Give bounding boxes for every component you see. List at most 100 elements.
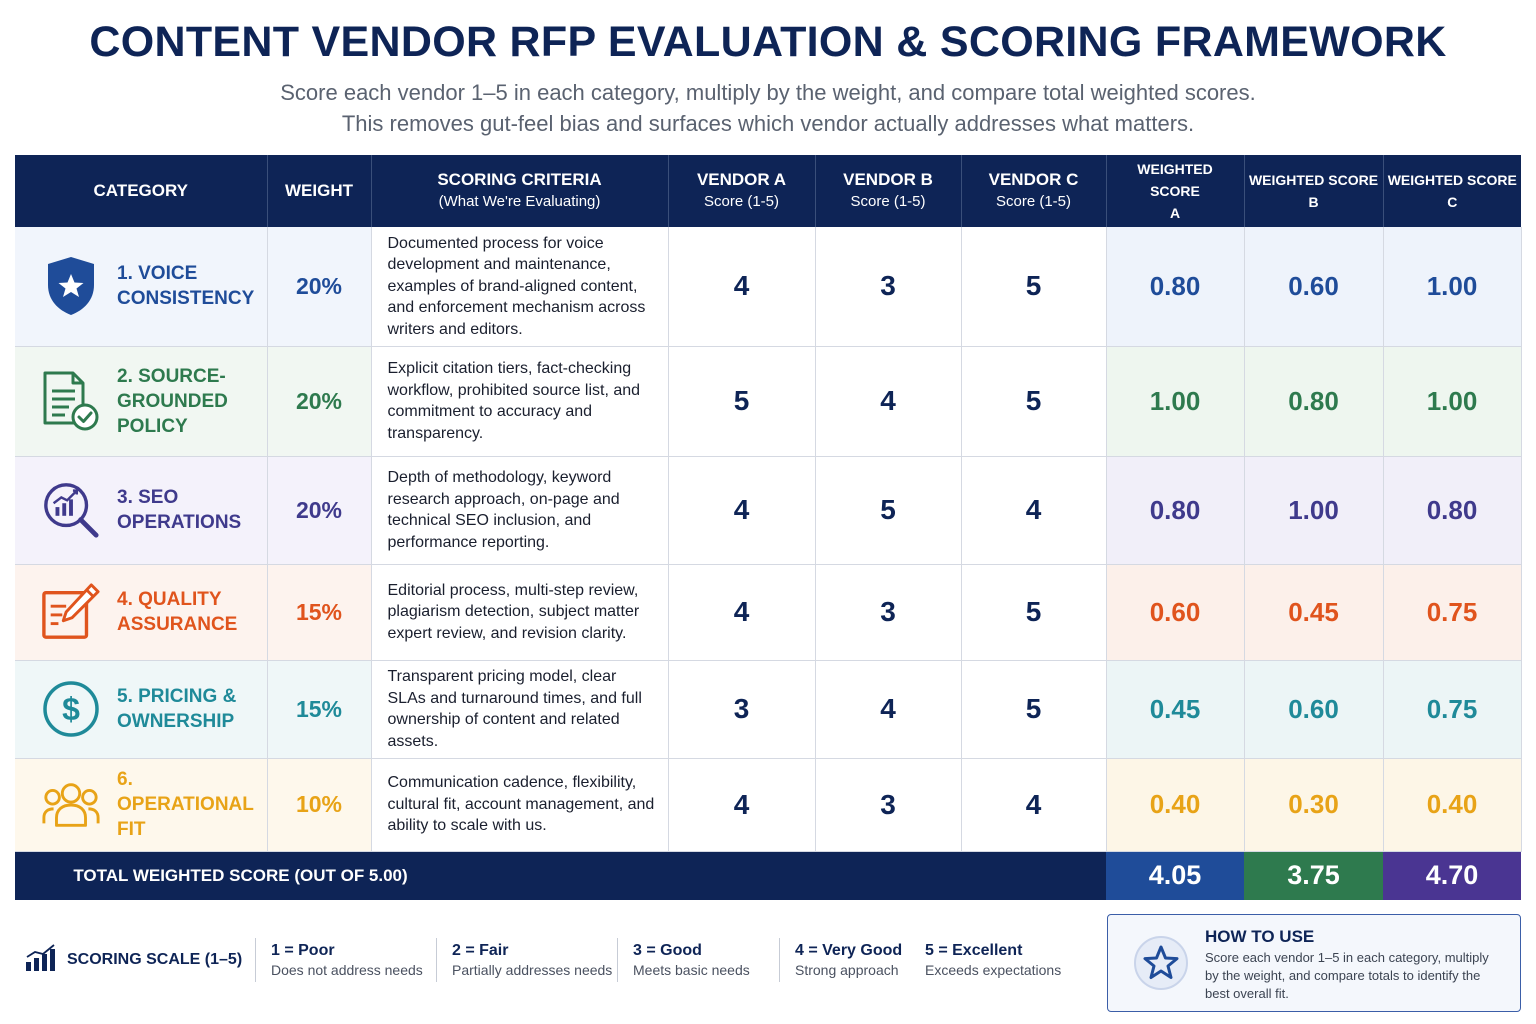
weighted-score-b: 0.60 <box>1244 660 1384 759</box>
vendor-a-score: 3 <box>668 660 816 759</box>
scoring-scale-title: SCORING SCALE (1–5) <box>67 951 243 968</box>
category-name: 6. OPERATIONAL FIT <box>117 769 254 840</box>
category-name: 5. PRICING & OWNERSHIP <box>117 686 237 732</box>
header-weighted-a-letter: A <box>1169 205 1181 221</box>
table-row: 3. SEO OPERATIONS 20% Depth of methodolog… <box>15 456 1522 565</box>
weighted-score-c: 0.75 <box>1383 660 1522 759</box>
header-criteria-sub: (What We're Evaluating) <box>438 193 601 210</box>
header-vendor-a-sub: Score (1-5) <box>703 193 780 210</box>
header-vendor-c-label: VENDOR C <box>988 170 1079 189</box>
how-to-use-box: HOW TO USE Score each vendor 1–5 in each… <box>1107 914 1521 1012</box>
header-vendor-c-sub: Score (1-5) <box>995 193 1072 210</box>
weight-cell: 15% <box>267 564 372 661</box>
weighted-score-c: 0.80 <box>1383 456 1522 565</box>
header-weighted-b: WEIGHTED SCORE B <box>1244 155 1384 227</box>
weighted-score-b: 0.80 <box>1244 346 1384 457</box>
page-title: CONTENT VENDOR RFP EVALUATION & SCORING … <box>89 18 1447 66</box>
vendor-c-score: 4 <box>961 456 1107 565</box>
category-cell: $ 5. PRICING & OWNERSHIP <box>15 660 268 759</box>
svg-text:$: $ <box>62 691 80 727</box>
category-cell: 3. SEO OPERATIONS <box>15 456 268 565</box>
weighted-score-b: 0.60 <box>1244 227 1384 347</box>
how-to-use-title: HOW TO USE <box>1205 927 1315 946</box>
weighted-score-a: 0.40 <box>1106 758 1245 852</box>
category-cell: 2. SOURCE- GROUNDED POLICY <box>15 346 268 457</box>
category-name: 1. VOICE CONSISTENCY <box>117 263 255 310</box>
category-name: 4. QUALITY ASSURANCE <box>117 589 238 635</box>
scoring-scale: SCORING SCALE (1–5) 1 = Poor Does not ad… <box>15 925 1095 995</box>
vendor-c-score: 5 <box>961 564 1107 661</box>
weighted-score-a: 0.80 <box>1106 227 1245 347</box>
scale-level: 2 = Fair Partially addresses needs <box>436 938 617 982</box>
weight-cell: 20% <box>267 346 372 457</box>
vendor-c-score: 4 <box>961 758 1107 852</box>
document-check-icon <box>41 369 101 433</box>
category-cell: 6. OPERATIONAL FIT <box>15 758 268 852</box>
header-weighted-b-label: WEIGHTED SCORE <box>1248 172 1379 188</box>
scoring-table: CATEGORY WEIGHT SCORING CRITERIA (What We… <box>15 155 1522 900</box>
criteria-cell: Editorial process, multi-step review, pl… <box>371 564 669 661</box>
weight-cell: 20% <box>267 227 372 347</box>
category-name: 2. SOURCE- GROUNDED POLICY <box>117 365 228 437</box>
weighted-score-a: 0.80 <box>1106 456 1245 565</box>
weight-cell: 20% <box>267 456 372 565</box>
total-label: TOTAL WEIGHTED SCORE (OUT OF 5.00) <box>15 851 1106 900</box>
criteria-cell: Transparent pricing model, clear SLAs an… <box>371 660 669 759</box>
magnifier-chart-icon <box>41 478 101 542</box>
category-cell: 1. VOICE CONSISTENCY <box>15 227 268 347</box>
header-weighted-a-label: WEIGHTED SCORE <box>1137 161 1213 199</box>
vendor-b-score: 5 <box>815 456 962 565</box>
weight-cell: 15% <box>267 660 372 759</box>
scoring-scale-header: SCORING SCALE (1–5) <box>15 943 255 977</box>
criteria-cell: Documented process for voice development… <box>371 227 669 347</box>
weighted-score-a: 1.00 <box>1106 346 1245 457</box>
vendor-a-score: 4 <box>668 456 816 565</box>
table-row: 1. VOICE CONSISTENCY 20% Documented proce… <box>15 227 1522 347</box>
header-vendor-a-label: VENDOR A <box>696 170 787 189</box>
page-subtitle-line2: This removes gut-feel bias and surfaces … <box>341 111 1195 136</box>
total-score-c: 4.70 <box>1383 851 1521 900</box>
scale-level: 5 = Excellent Exceeds expectations <box>925 941 1062 978</box>
weighted-score-a: 0.60 <box>1106 564 1245 661</box>
table-row: $ 5. PRICING & OWNERSHIP 15% Transparent … <box>15 660 1522 759</box>
criteria-cell: Explicit citation tiers, fact-checking w… <box>371 346 669 457</box>
table-row: 4. QUALITY ASSURANCE 15% Editorial proces… <box>15 564 1522 661</box>
weighted-score-b: 1.00 <box>1244 456 1384 565</box>
vendor-b-score: 4 <box>815 660 962 759</box>
header-weighted-a: WEIGHTED SCORE A <box>1106 155 1245 227</box>
header-weighted-b-letter: B <box>1308 194 1319 210</box>
criteria-cell: Communication cadence, flexibility, cult… <box>371 758 669 852</box>
header-weighted-c-label: WEIGHTED SCORE <box>1387 172 1517 188</box>
edit-pencil-icon <box>41 580 101 644</box>
table-row: 2. SOURCE- GROUNDED POLICY 20% Explicit ci… <box>15 346 1522 457</box>
vendor-a-score: 4 <box>668 564 816 661</box>
total-score-a: 4.05 <box>1106 851 1244 900</box>
shield-star-icon <box>41 254 101 318</box>
vendor-a-score: 4 <box>668 227 816 347</box>
team-icon <box>41 773 101 837</box>
header-criteria-label: SCORING CRITERIA <box>437 170 602 189</box>
bar-chart-icon <box>25 943 57 977</box>
header-weighted-c: WEIGHTED SCORE C <box>1383 155 1521 227</box>
vendor-b-score: 3 <box>815 564 962 661</box>
vendor-c-score: 5 <box>961 227 1107 347</box>
weighted-score-a: 0.45 <box>1106 660 1245 759</box>
weighted-score-c: 0.40 <box>1383 758 1522 852</box>
category-name: 3. SEO OPERATIONS <box>117 487 242 533</box>
criteria-cell: Depth of methodology, keyword research a… <box>371 456 669 565</box>
dollar-circle-icon: $ <box>41 677 101 741</box>
scale-level: 4 = Very Good Strong approach <box>779 938 925 982</box>
vendor-a-score: 4 <box>668 758 816 852</box>
page-subtitle-line1: Score each vendor 1–5 in each category, … <box>280 80 1256 105</box>
weighted-score-c: 1.00 <box>1383 346 1522 457</box>
vendor-b-score: 3 <box>815 227 962 347</box>
star-circle-icon <box>1133 935 1189 991</box>
header-weighted-c-letter: C <box>1447 194 1458 210</box>
header-vendor-b-sub: Score (1-5) <box>850 193 926 210</box>
scale-level: 3 = Good Meets basic needs <box>617 938 779 982</box>
how-to-use-body: Score each vendor 1–5 in each category, … <box>1205 950 1489 1001</box>
weight-cell: 10% <box>267 758 372 852</box>
header-weight: WEIGHT <box>267 155 372 227</box>
header-category: CATEGORY <box>15 155 268 227</box>
weighted-score-c: 1.00 <box>1383 227 1522 347</box>
